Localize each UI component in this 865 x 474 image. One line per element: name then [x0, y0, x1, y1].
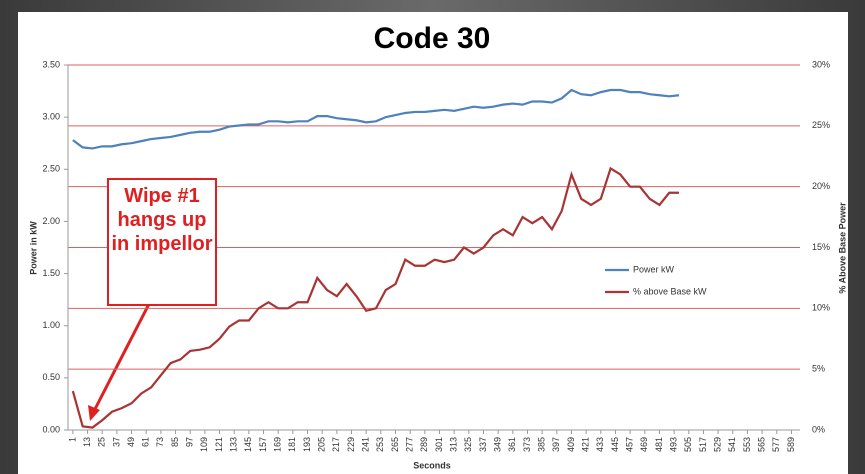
line-series [72, 88, 680, 150]
y-tick-label: 1.00 [42, 320, 60, 330]
x-tick-label: 37 [111, 437, 121, 447]
y-tick-label: 0.50 [42, 372, 60, 382]
annotation: Wipe #1 hangs up in impellor [107, 178, 217, 306]
x-tick-label: 241 [361, 437, 371, 452]
x-tick-label: 229 [346, 437, 356, 452]
x-tick-label: 157 [258, 437, 268, 452]
x-tick-label: 85 [170, 437, 180, 447]
y2-tick-label: 0% [812, 424, 825, 434]
x-tick-label: 469 [639, 437, 649, 452]
x-tick-label: 97 [185, 437, 195, 447]
x-tick-label: 541 [727, 437, 737, 452]
x-tick-label: 289 [419, 437, 429, 452]
x-tick-label: 61 [141, 437, 151, 447]
x-tick-label: 181 [287, 437, 297, 452]
x-tick-label: 109 [199, 437, 209, 452]
y2-axis-label: % Above Base Power [837, 202, 847, 294]
x-tick-label: 373 [522, 437, 532, 452]
x-tick-label: 457 [625, 437, 635, 452]
y-tick-label: 2.50 [42, 164, 60, 174]
x-tick-label: 589 [786, 437, 796, 452]
y2-tick-label: 5% [812, 364, 825, 374]
x-tick-label: 73 [155, 437, 165, 447]
x-tick-label: 577 [771, 437, 781, 452]
y2-tick-label: 15% [812, 242, 830, 252]
x-tick-label: 409 [566, 437, 576, 452]
x-tick-label: 433 [595, 437, 605, 452]
x-tick-label: 445 [610, 437, 620, 452]
annotation-arrow [91, 301, 152, 414]
x-tick-label: 133 [229, 437, 239, 452]
x-tick-label: 349 [493, 437, 503, 452]
x-tick-label: 421 [581, 437, 591, 452]
x-tick-label: 1 [67, 437, 77, 442]
x-tick-label: 505 [683, 437, 693, 452]
x-tick-label: 13 [82, 437, 92, 447]
x-tick-label: 481 [654, 437, 664, 452]
x-tick-label: 25 [97, 437, 107, 447]
y-axis-label: Power in kW [28, 221, 38, 275]
y2-tick-label: 25% [812, 120, 830, 130]
x-tick-label: 517 [698, 437, 708, 452]
x-axis-label: Seconds [413, 460, 451, 470]
x-tick-label: 313 [449, 437, 459, 452]
x-tick-label: 397 [551, 437, 561, 452]
x-tick-label: 385 [537, 437, 547, 452]
x-tick-label: 49 [126, 437, 136, 447]
y-tick-label: 0.00 [42, 424, 60, 434]
x-tick-label: 265 [390, 437, 400, 452]
x-tick-label: 325 [463, 437, 473, 452]
x-tick-label: 193 [302, 437, 312, 452]
x-tick-label: 565 [756, 437, 766, 452]
x-tick-label: 121 [214, 437, 224, 452]
y2-tick-label: 30% [812, 59, 830, 69]
annotation-arrowhead [88, 405, 100, 421]
legend-label: Power kW [633, 264, 675, 274]
x-tick-label: 277 [405, 437, 415, 452]
x-tick-label: 337 [478, 437, 488, 452]
x-tick-label: 145 [243, 437, 253, 452]
chart-title: Code 30 [374, 22, 491, 55]
line-series [71, 166, 680, 429]
x-tick-label: 493 [669, 437, 679, 452]
x-tick-label: 553 [742, 437, 752, 452]
y2-tick-label: 20% [812, 181, 830, 191]
x-tick-label: 253 [375, 437, 385, 452]
y-tick-label: 3.00 [42, 112, 60, 122]
y-tick-label: 1.50 [42, 268, 60, 278]
y-tick-label: 2.00 [42, 216, 60, 226]
x-tick-label: 205 [317, 437, 327, 452]
x-tick-label: 301 [434, 437, 444, 452]
y-tick-label: 3.50 [42, 59, 60, 69]
x-tick-label: 361 [507, 437, 517, 452]
x-tick-label: 529 [712, 437, 722, 452]
x-tick-label: 217 [331, 437, 341, 452]
x-tick-label: 169 [273, 437, 283, 452]
y2-tick-label: 10% [812, 303, 830, 313]
legend-label: % above Base kW [633, 286, 707, 296]
